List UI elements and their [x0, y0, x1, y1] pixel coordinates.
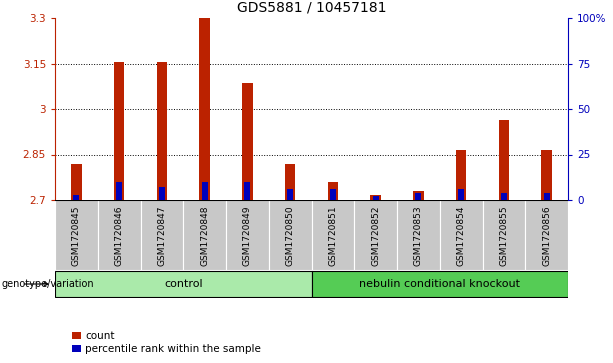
Bar: [199, 18, 210, 200]
Text: control: control: [164, 279, 202, 289]
Bar: [482, 200, 525, 270]
Legend: count, percentile rank within the sample: count, percentile rank within the sample: [72, 331, 261, 354]
Text: GSM1720848: GSM1720848: [200, 205, 209, 266]
Bar: [330, 189, 336, 200]
Bar: [354, 200, 397, 270]
Text: GSM1720856: GSM1720856: [542, 205, 551, 266]
Bar: [311, 272, 568, 297]
Bar: [55, 272, 311, 297]
Text: nebulin conditional knockout: nebulin conditional knockout: [359, 279, 520, 289]
Bar: [74, 195, 79, 200]
Bar: [226, 200, 268, 270]
Bar: [440, 200, 482, 270]
Bar: [373, 196, 379, 200]
Bar: [159, 187, 165, 200]
Bar: [456, 150, 466, 200]
Bar: [370, 195, 381, 200]
Bar: [97, 200, 140, 270]
Bar: [268, 200, 311, 270]
Text: GSM1720850: GSM1720850: [286, 205, 295, 266]
Bar: [327, 182, 338, 200]
Bar: [311, 200, 354, 270]
Title: GDS5881 / 10457181: GDS5881 / 10457181: [237, 0, 386, 14]
Bar: [202, 182, 208, 200]
Bar: [413, 191, 424, 200]
Bar: [285, 164, 295, 200]
Bar: [287, 189, 293, 200]
Text: GSM1720845: GSM1720845: [72, 205, 81, 266]
Bar: [458, 189, 464, 200]
Bar: [541, 150, 552, 200]
Bar: [544, 193, 550, 200]
Bar: [71, 164, 82, 200]
Bar: [156, 62, 167, 200]
Text: GSM1720853: GSM1720853: [414, 205, 423, 266]
Bar: [397, 200, 440, 270]
Bar: [245, 182, 250, 200]
Text: GSM1720851: GSM1720851: [329, 205, 337, 266]
Bar: [242, 83, 253, 200]
Bar: [525, 200, 568, 270]
Bar: [498, 120, 509, 200]
Bar: [416, 193, 421, 200]
Bar: [501, 193, 507, 200]
Text: GSM1720852: GSM1720852: [371, 205, 380, 266]
Text: GSM1720854: GSM1720854: [457, 205, 466, 266]
Text: GSM1720849: GSM1720849: [243, 205, 252, 266]
Bar: [140, 200, 183, 270]
Text: genotype/variation: genotype/variation: [2, 279, 94, 289]
Text: GSM1720846: GSM1720846: [115, 205, 124, 266]
Bar: [114, 62, 124, 200]
Bar: [55, 200, 97, 270]
Text: GSM1720847: GSM1720847: [158, 205, 166, 266]
Text: GSM1720855: GSM1720855: [500, 205, 508, 266]
Bar: [183, 200, 226, 270]
Bar: [116, 182, 122, 200]
